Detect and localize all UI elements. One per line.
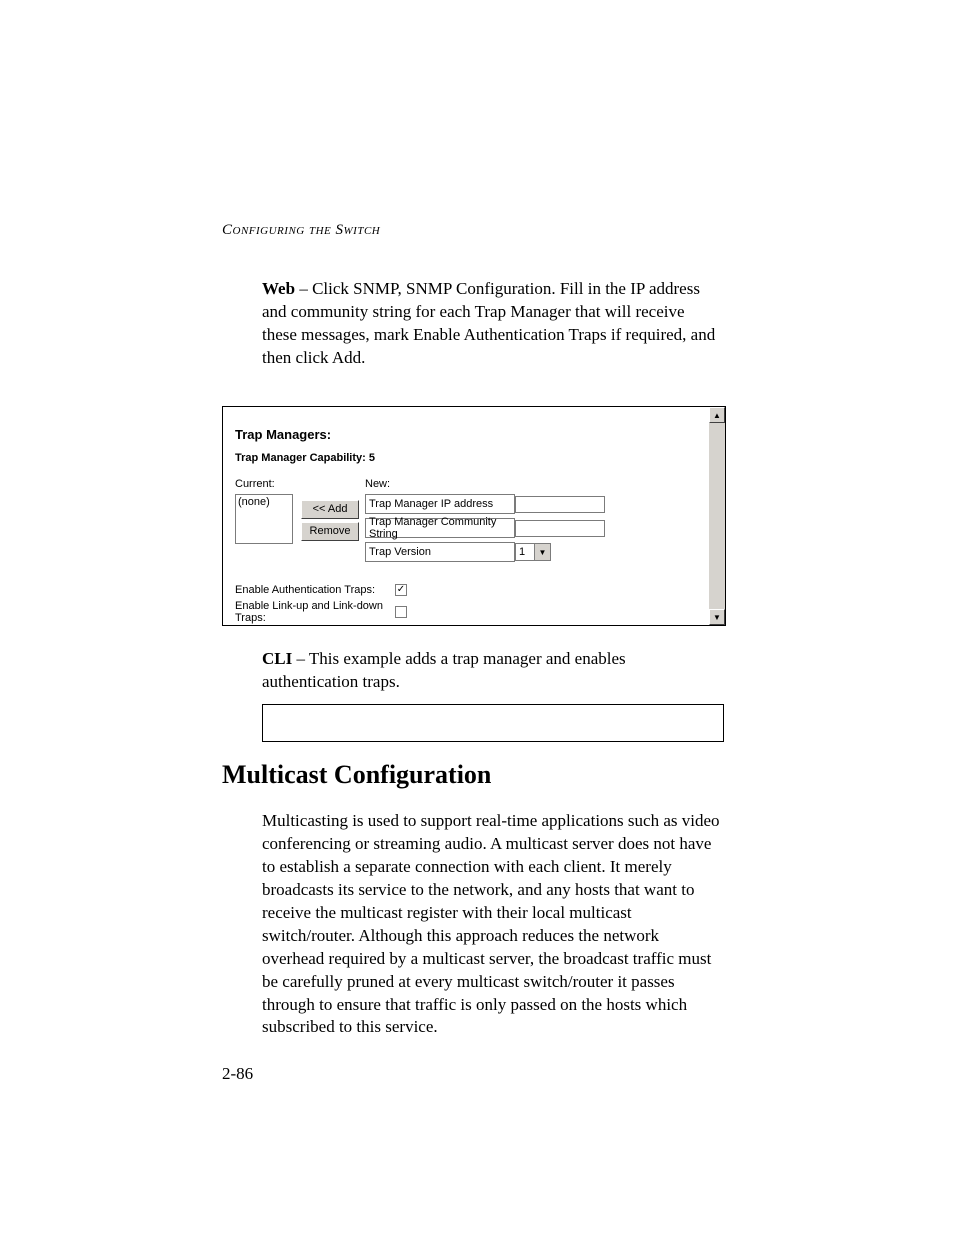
remove-button[interactable]: Remove: [301, 522, 359, 541]
auth-traps-row: Enable Authentication Traps: ✓: [235, 584, 705, 596]
trap-version-label: Trap Version: [365, 542, 515, 562]
community-string-input[interactable]: [515, 520, 605, 537]
ip-address-label: Trap Manager IP address: [365, 494, 515, 514]
current-listbox[interactable]: (none): [235, 494, 293, 544]
new-label: New:: [365, 478, 515, 490]
trap-managers-panel: ▲ ▼ Trap Managers: Trap Manager Capabili…: [222, 406, 726, 626]
scroll-down-button[interactable]: ▼: [709, 609, 725, 625]
linkud-row: Enable Link-up and Link-down Traps:: [235, 600, 705, 624]
multicast-heading: Multicast Configuration: [222, 760, 491, 790]
panel-inner: Trap Managers: Trap Manager Capability: …: [235, 427, 705, 625]
web-text: – Click SNMP, SNMP Configuration. Fill i…: [262, 279, 715, 367]
cli-paragraph: CLI – This example adds a trap manager a…: [262, 648, 722, 694]
cli-label: CLI: [262, 649, 292, 668]
cli-text: – This example adds a trap manager and e…: [262, 649, 626, 691]
panel-title: Trap Managers:: [235, 427, 705, 442]
scrollbar[interactable]: ▲ ▼: [709, 407, 725, 625]
auth-traps-checkbox[interactable]: ✓: [395, 584, 407, 596]
linkud-label: Enable Link-up and Link-down Traps:: [235, 600, 395, 624]
cli-code-box: [262, 704, 724, 742]
linkud-checkbox[interactable]: [395, 606, 407, 618]
auth-traps-label: Enable Authentication Traps:: [235, 584, 395, 596]
add-button[interactable]: << Add: [301, 500, 359, 519]
chapter-header: Configuring the Switch: [222, 222, 380, 239]
ip-address-input[interactable]: [515, 496, 605, 513]
multicast-paragraph: Multicasting is used to support real-tim…: [262, 810, 722, 1039]
web-label: Web: [262, 279, 295, 298]
chevron-down-icon: ▼: [534, 544, 550, 560]
current-label: Current:: [235, 478, 295, 490]
community-string-label: Trap Manager Community String: [365, 518, 515, 538]
checkbox-section: Enable Authentication Traps: ✓ Enable Li…: [235, 584, 705, 624]
trap-version-select[interactable]: 1 ▼: [515, 543, 551, 561]
trap-version-value: 1: [519, 546, 525, 558]
page-container: Configuring the Switch Web – Click SNMP,…: [0, 0, 954, 1235]
page-number: 2-86: [222, 1064, 253, 1084]
trap-form-grid: Current: New: (none) << Add Remove Trap …: [235, 478, 705, 562]
button-column: << Add Remove: [295, 494, 365, 544]
trap-capability: Trap Manager Capability: 5: [235, 452, 705, 464]
scroll-up-button[interactable]: ▲: [709, 407, 725, 423]
web-paragraph: Web – Click SNMP, SNMP Configuration. Fi…: [262, 278, 722, 370]
